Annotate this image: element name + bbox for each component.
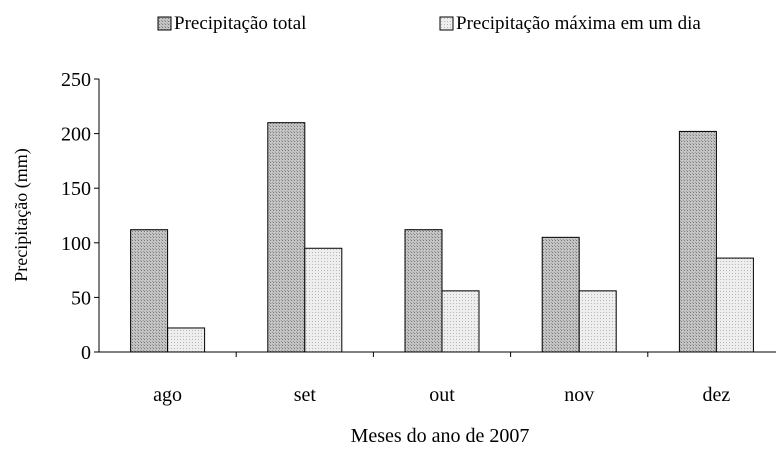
bar-total-dez [678, 130, 717, 353]
legend-swatch-total [157, 16, 172, 31]
y-tick-label: 250 [61, 69, 91, 91]
y-tick-label: 150 [61, 178, 91, 200]
bar-total-out [404, 229, 443, 353]
legend-swatch-max [439, 16, 454, 31]
x-axis-title: Meses do ano de 2007 [351, 425, 530, 447]
bar-max-ago [167, 327, 206, 353]
y-tick-label: 0 [81, 342, 91, 364]
legend: Precipitação total Precipitação máxima e… [157, 13, 701, 34]
category-labels: ago set out nov dez [153, 384, 730, 406]
y-axis-title: Precipitação (mm) [11, 148, 32, 281]
y-tick-label: 50 [71, 287, 91, 309]
bar-total-nov [541, 236, 580, 353]
y-tick-label: 200 [61, 124, 91, 146]
x-tick-label-set: set [294, 384, 317, 406]
bar-max-nov [578, 290, 617, 353]
bar-total-set [267, 122, 306, 353]
x-tick-label-out: out [429, 384, 455, 406]
y-ticks: 0 50 100 150 200 250 [61, 69, 99, 364]
x-tick-label-dez: dez [703, 384, 731, 406]
bar-max-dez [715, 257, 754, 353]
x-tick-label-ago: ago [153, 384, 182, 406]
legend-label-max: Precipitação máxima em um dia [456, 13, 701, 34]
bars [130, 122, 754, 353]
bar-total-ago [130, 229, 169, 353]
bar-max-set [304, 247, 343, 353]
bar-max-out [441, 290, 480, 353]
y-tick-label: 100 [61, 233, 91, 255]
legend-label-total: Precipitação total [174, 13, 306, 34]
x-tick-label-nov: nov [564, 384, 594, 406]
x-ticks [235, 352, 649, 357]
